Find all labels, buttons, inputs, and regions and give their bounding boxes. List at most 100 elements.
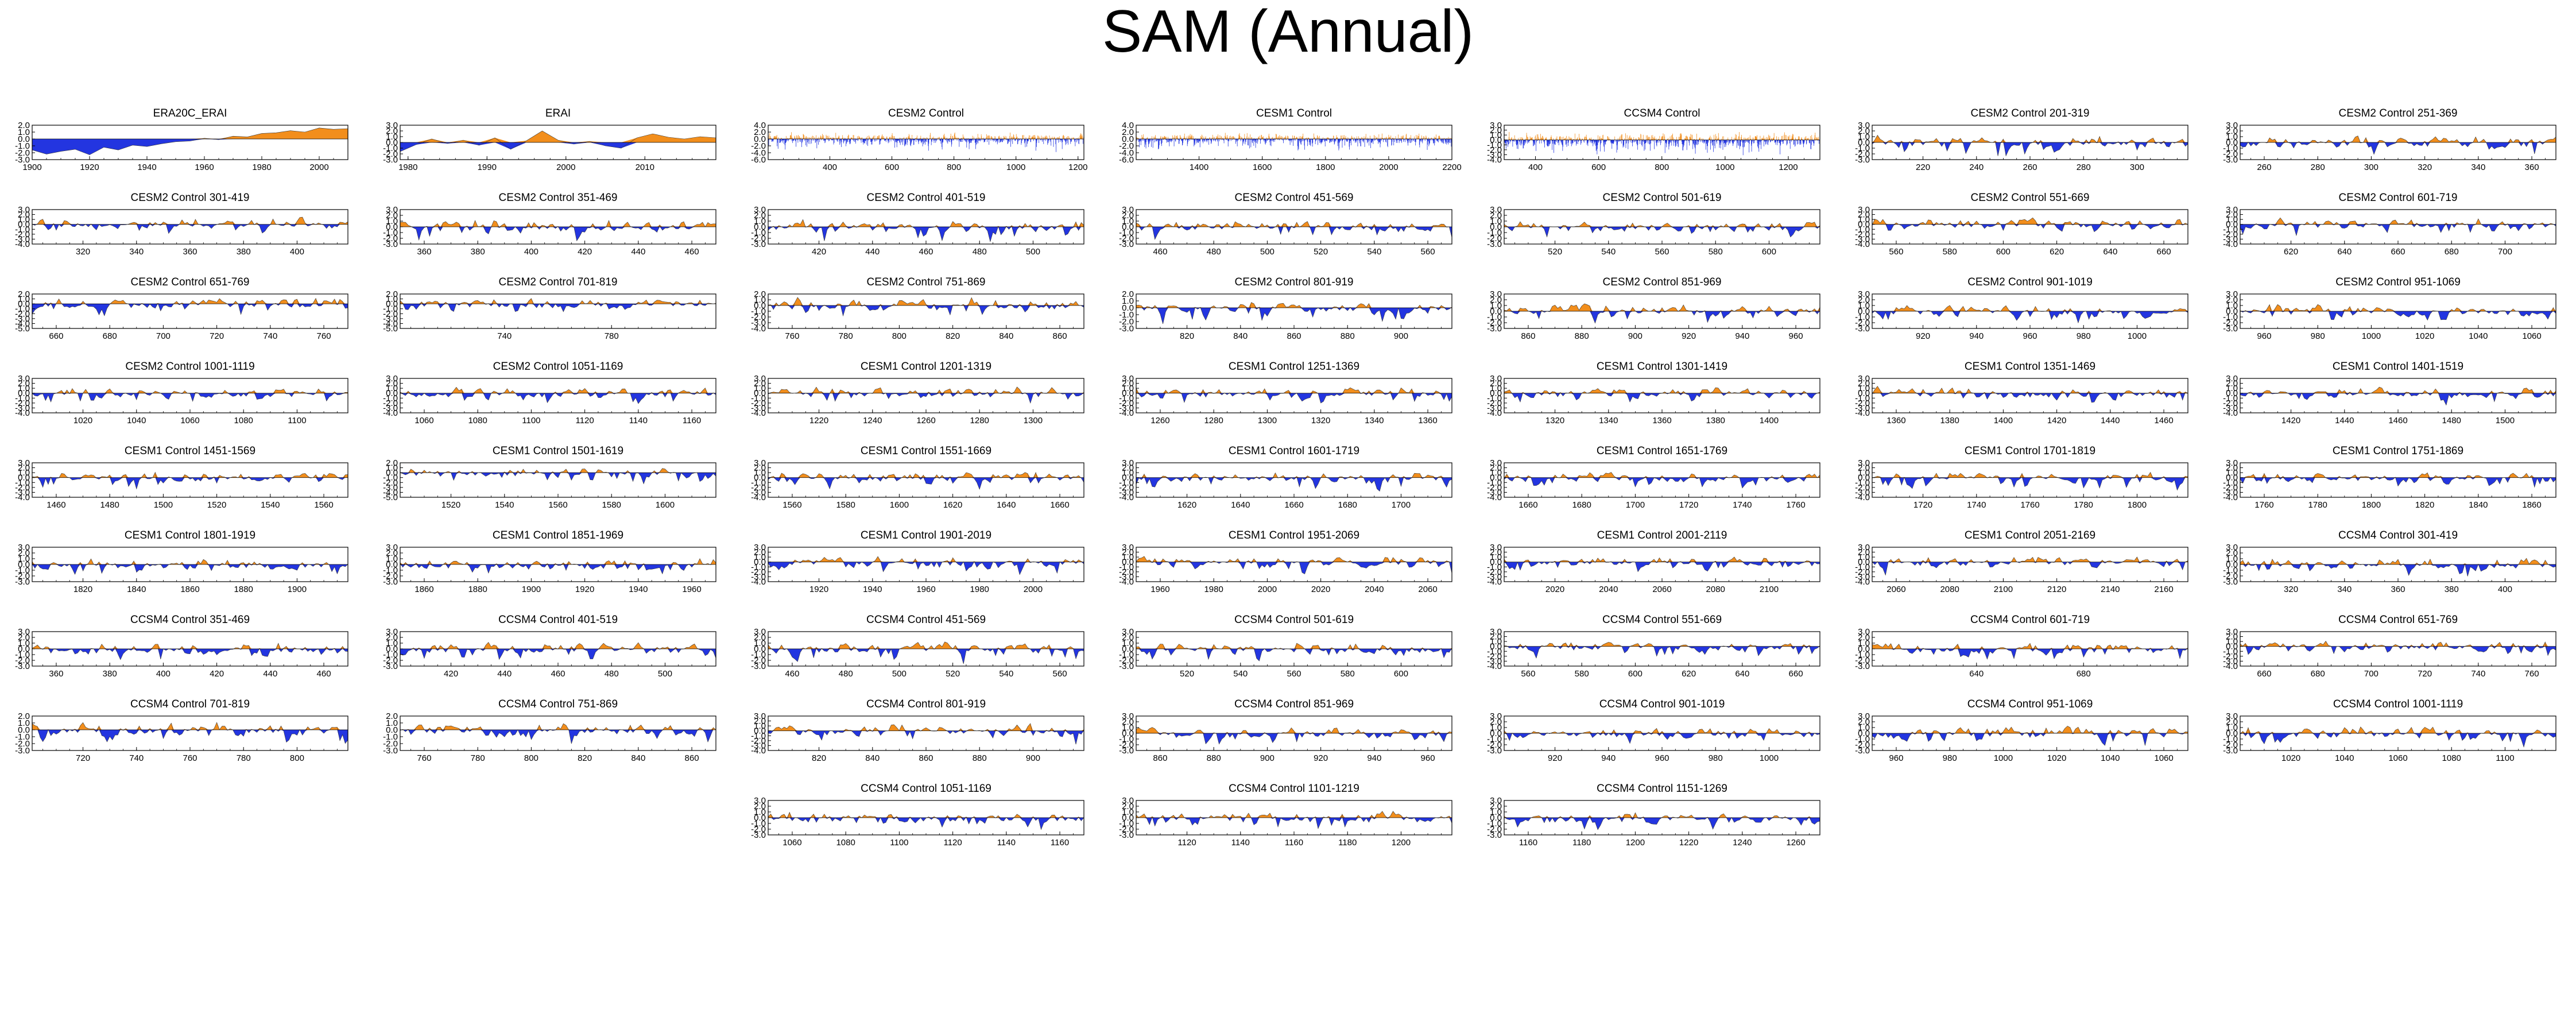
x-tick-label: 1960 [195, 163, 214, 172]
x-tick-label: 300 [2364, 163, 2379, 172]
x-tick-label: 660 [2157, 247, 2171, 257]
x-tick-label: 1760 [2020, 500, 2039, 510]
negative-area [32, 224, 348, 234]
y-tick-label: -4.0 [383, 319, 398, 328]
positive-area [768, 386, 1084, 393]
y-tick-label: -2.0 [15, 483, 30, 493]
chart-panel: CESM1 Control 1401-1519 1420 1440 1460 1480 1… [2208, 360, 2563, 435]
x-tick-label: 1540 [495, 500, 514, 510]
y-tick-label: 3.0 [754, 458, 766, 468]
x-tick-label: 1140 [629, 416, 648, 425]
x-tick-label: 1620 [1177, 500, 1196, 510]
y-tick-label: 1.0 [2226, 215, 2238, 225]
chart-svg: 920 940 960 980 1000 -3.0-2.0-1.00.01.02.03.0 [1855, 289, 2188, 341]
chart-panel: CESM2 Control 901-1019 920 940 960 980 1000 -3… [1840, 276, 2195, 350]
x-tick-label: 1460 [2154, 416, 2173, 425]
y-tick-label: -2.0 [383, 478, 398, 488]
y-tick-label: 0.0 [1858, 220, 1870, 230]
y-tick-label: 2.0 [2226, 379, 2238, 389]
plot-frame [400, 462, 716, 498]
chart-svg: 260 280 300 320 340 360 -3.0-2.0-1.00.01.02.03… [2223, 121, 2556, 172]
chart-panel: CESM2 Control 451-569 460 480 500 520 540 560 -… [1104, 191, 1459, 266]
positive-area [400, 131, 716, 142]
series-line [1504, 472, 1820, 489]
chart-title: CESM1 Control 1251-1369 [1228, 361, 1360, 373]
x-tick-label: 2000 [309, 163, 328, 172]
y-tick-label: 2.0 [1490, 211, 1502, 220]
y-tick-label: -3.0 [1855, 403, 1870, 413]
chart-title: CESM2 Control 301-419 [130, 192, 250, 204]
x-tick-label: 1060 [415, 416, 433, 425]
x-tick-label: 2000 [1379, 163, 1398, 172]
x-tick-label: 1600 [1253, 163, 1272, 172]
y-tick-label: -1.0 [15, 304, 30, 314]
series-line [1136, 302, 1452, 324]
y-tick-label: -4.0 [1487, 155, 1502, 165]
x-tick-label: 1060 [2522, 331, 2541, 341]
negative-area [1872, 311, 2188, 323]
y-tick-label: 2.0 [1122, 463, 1134, 473]
chart-svg: 520 540 560 580 600 -3.0-2.0-1.00.01.02.03.0 [1487, 205, 1820, 257]
y-tick-label: -4.0 [15, 319, 30, 328]
x-tick-label: 460 [1153, 247, 1167, 257]
y-tick-label: -1.0 [383, 473, 398, 483]
y-tick-label: -4.0 [2223, 239, 2238, 249]
y-tick-label: -1.0 [15, 393, 30, 403]
y-tick-label: -3.0 [383, 155, 398, 165]
x-tick-label: 1260 [916, 416, 935, 425]
x-tick-label: 800 [892, 331, 907, 341]
y-tick-label: 1.0 [1858, 215, 1870, 225]
x-tick-label: 480 [1207, 247, 1221, 257]
x-tick-label: 1980 [252, 163, 271, 172]
chart-svg: 360 380 400 420 440 460 -3.0-2.0-1.00.01.02.03… [383, 205, 716, 257]
x-tick-label: 1680 [1572, 500, 1591, 510]
y-tick-label: 1.0 [1122, 296, 1134, 306]
plot-frame [32, 462, 348, 498]
x-tick-label: 580 [1943, 247, 1957, 257]
y-tick-label: 3.0 [18, 458, 30, 468]
y-tick-label: 1.0 [1490, 216, 1502, 226]
chart-panel: CESM2 Control 501-619 520 540 560 580 600 -3.0… [1472, 191, 1827, 266]
y-tick-label: -1.0 [15, 225, 30, 234]
x-tick-label: 1740 [1967, 500, 1986, 510]
y-tick-label: -2.0 [751, 234, 766, 243]
y-tick-label: -2.0 [751, 141, 766, 151]
y-tick-label: 3.0 [1858, 374, 1870, 384]
y-tick-label: 1.0 [754, 384, 766, 393]
y-tick-label: 3.0 [2226, 458, 2238, 468]
series-line [1872, 217, 2188, 233]
series-line [32, 127, 348, 155]
x-tick-label: 1600 [890, 500, 909, 510]
series-line [1504, 387, 1820, 403]
y-tick-label: 2.0 [2226, 126, 2238, 136]
chart-panel: CESM2 Control 601-719 620 640 660 680 700 -4.0… [2208, 191, 2563, 266]
x-tick-label: 1900 [22, 163, 41, 172]
x-tick-label: 280 [2311, 163, 2325, 172]
series-line [1872, 386, 2188, 403]
x-tick-label: 1800 [2128, 500, 2147, 510]
y-tick-label: -1.0 [383, 144, 398, 153]
positive-area [1136, 473, 1452, 478]
x-tick-label: 500 [1026, 247, 1040, 257]
y-tick-label: 0.0 [2226, 138, 2238, 148]
series-line [768, 219, 1084, 242]
y-tick-label: -3.0 [383, 314, 398, 324]
x-tick-label: 1740 [1733, 500, 1752, 510]
chart-panel: CESM2 Control 951-1069 960 980 1000 1020 1040… [2208, 276, 2563, 350]
y-tick-label: 2.0 [18, 121, 30, 130]
negative-area [2240, 477, 2556, 488]
y-tick-label: -1.0 [2223, 312, 2238, 322]
y-tick-label: -1.0 [1119, 228, 1134, 238]
y-tick-label: 2.0 [1490, 463, 1502, 473]
negative-area [768, 305, 1084, 316]
x-tick-label: 1840 [2469, 500, 2488, 510]
x-tick-label: 2000 [556, 163, 575, 172]
y-tick-label: -4.0 [383, 488, 398, 497]
negative-area [1136, 477, 1452, 492]
y-tick-label: -2.0 [15, 230, 30, 239]
plot-frame [768, 293, 1084, 329]
y-tick-label: 2.0 [1858, 126, 1870, 136]
y-tick-label: -1.0 [15, 141, 30, 151]
x-tick-label: 1820 [2415, 500, 2434, 510]
x-tick-label: 580 [1709, 247, 1723, 257]
